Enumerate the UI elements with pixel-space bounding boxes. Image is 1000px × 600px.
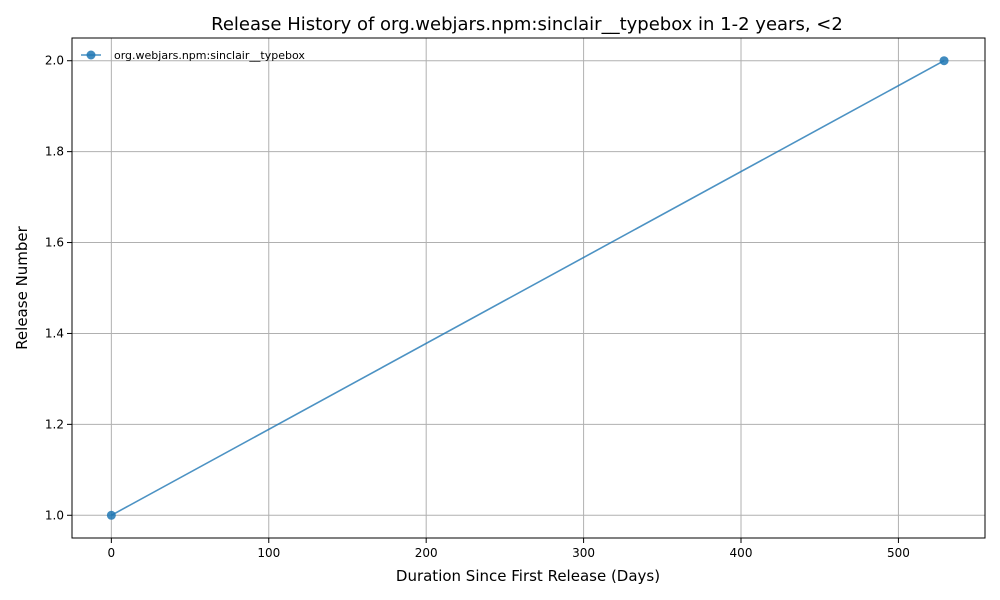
axis-ticks: 0 100 200 300 400 500 1.0 1.2 1.4 1.6 1.8 2.0 [45, 54, 910, 560]
plot-frame [71, 37, 986, 539]
legend: org.webjars.npm:sinclair__typebox [81, 49, 305, 62]
y-tick-label: 1.6 [45, 236, 64, 250]
chart-title: Release History of org.webjars.npm:sincl… [211, 14, 843, 35]
x-tick-label: 500 [887, 546, 910, 560]
x-tick-label: 400 [730, 546, 753, 560]
y-tick-label: 1.8 [45, 145, 64, 159]
data-point [939, 56, 949, 66]
x-tick-label: 200 [415, 546, 438, 560]
series-layer [106, 56, 949, 520]
x-tick-label: 300 [572, 546, 595, 560]
y-tick-label: 1.4 [45, 326, 64, 340]
data-point [106, 510, 116, 520]
grid-lines [72, 38, 985, 538]
x-tick-label: 0 [108, 546, 116, 560]
series-line [110, 60, 945, 516]
y-tick-label: 1.0 [45, 508, 64, 522]
x-tick-label: 100 [257, 546, 280, 560]
legend-label: org.webjars.npm:sinclair__typebox [114, 49, 305, 62]
legend-marker-sample [86, 50, 96, 60]
y-tick-label: 1.2 [45, 417, 64, 431]
y-tick-label: 2.0 [45, 54, 64, 68]
x-axis-title: Duration Since First Release (Days) [396, 567, 660, 585]
y-axis-title: Release Number [13, 225, 31, 349]
